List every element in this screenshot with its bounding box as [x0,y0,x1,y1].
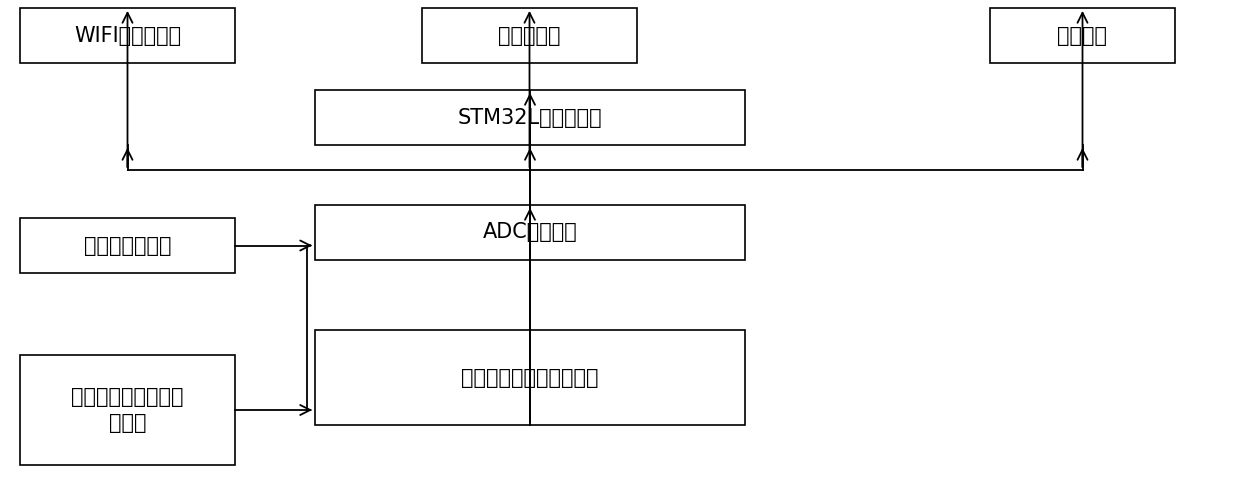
Text: 存储单元: 存储单元 [1058,26,1107,46]
Bar [315,330,745,425]
Bar [422,8,637,63]
Text: WIFI和蓝牙模块: WIFI和蓝牙模块 [74,26,181,46]
Bar [315,90,745,145]
Text: 滤波电路和信号放大电路: 滤波电路和信号放大电路 [461,368,599,387]
Text: 聚偏氟乙烯压电薄膜
传感器: 聚偏氟乙烯压电薄膜 传感器 [71,387,184,433]
Bar [20,8,236,63]
Bar [990,8,1176,63]
Bar [20,218,236,273]
Bar [20,355,236,465]
Text: 定时器单元: 定时器单元 [498,26,560,46]
Text: ADC采集电路: ADC采集电路 [482,222,578,242]
Text: 皮肤电阻传感器: 皮肤电阻传感器 [84,235,171,256]
Text: STM32L系列处理器: STM32L系列处理器 [458,108,603,127]
Bar [315,205,745,260]
